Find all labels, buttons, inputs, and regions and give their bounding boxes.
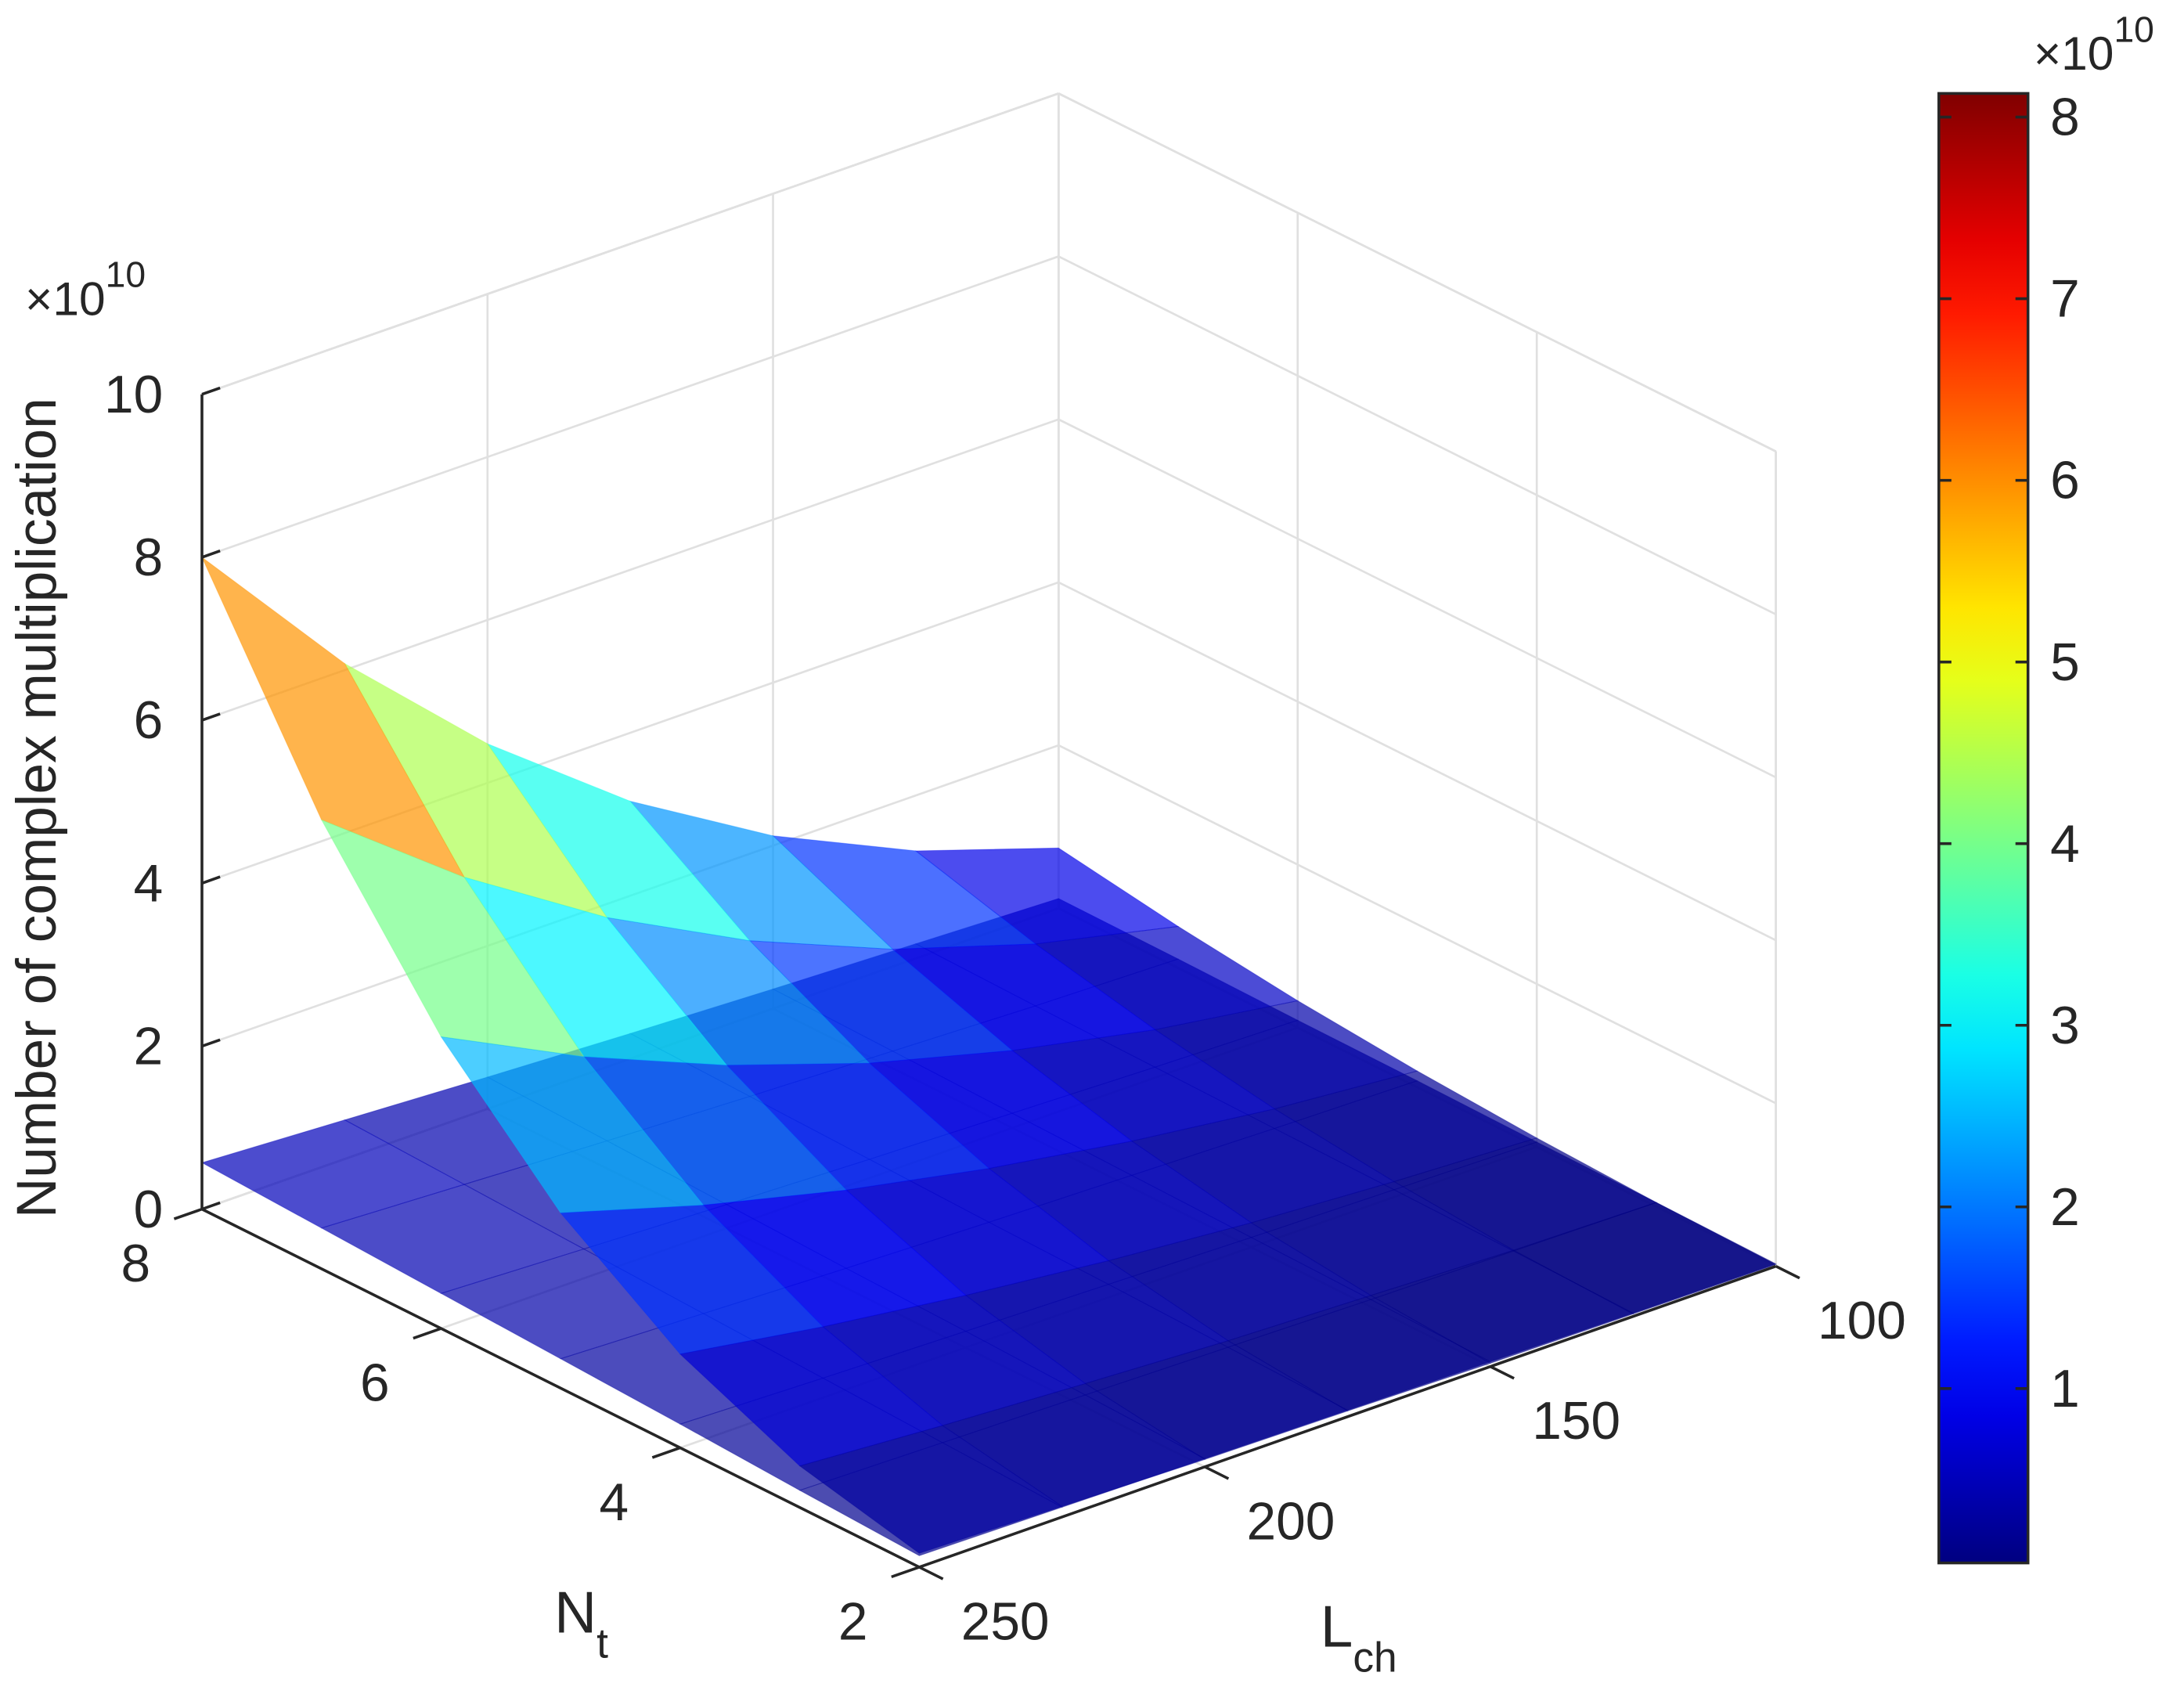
y-tick xyxy=(918,1566,944,1580)
x-tick-label: 4 xyxy=(599,1473,629,1532)
colorbar-tick-label: 6 xyxy=(2050,452,2080,510)
colorbar-tick-label: 5 xyxy=(2050,633,2080,692)
surface-plot xyxy=(200,557,1778,1556)
grid-line xyxy=(1058,92,1777,452)
surface-patch xyxy=(440,1036,705,1214)
colorbar-tick-label: 3 xyxy=(2050,997,2080,1055)
z-tick xyxy=(201,875,221,885)
x-tick xyxy=(173,1207,203,1220)
grid-line xyxy=(201,255,1059,559)
grid-line xyxy=(1058,255,1777,616)
grid-line xyxy=(201,92,1059,395)
colorbar-gradient xyxy=(1937,92,2030,1565)
y-tick-label: 100 xyxy=(1818,1292,1906,1350)
y-axis-label-sub: ch xyxy=(1353,1635,1397,1681)
z-tick xyxy=(201,1201,221,1211)
colorbar-tick-label: 2 xyxy=(2050,1178,2080,1237)
y-tick xyxy=(1204,1465,1230,1480)
x-axis-label-sub: t xyxy=(596,1621,608,1667)
z-axis-label: Number of complex multiplication xyxy=(6,398,68,1218)
y-axis-line xyxy=(918,1264,1777,1569)
z-exponent-power: 10 xyxy=(106,254,146,295)
grid-line xyxy=(1058,581,1777,942)
colorbar: 1 2 3 4 5 6 7 8 xyxy=(1937,88,2080,1565)
x-tick-label: 8 xyxy=(121,1234,151,1293)
y-tick xyxy=(1490,1365,1515,1380)
z-exponent: ×1010 xyxy=(25,254,146,326)
y-axis-label-main: L xyxy=(1321,1593,1353,1659)
colorbar-tick-label: 8 xyxy=(2050,88,2080,147)
colorbar-exponent-power: 10 xyxy=(2114,9,2153,50)
z-tick-label: 0 xyxy=(134,1180,164,1239)
surface-patch xyxy=(320,1184,586,1294)
grid-line xyxy=(1058,744,1777,1105)
x-tick xyxy=(891,1566,920,1579)
z-tick-label: 4 xyxy=(134,854,164,913)
colorbar-exponent: ×1010 xyxy=(2034,9,2154,81)
x-axis-label-main: N xyxy=(554,1580,596,1645)
x-tick xyxy=(413,1327,442,1340)
x-tick-label: 2 xyxy=(838,1592,868,1651)
x-axis-label: Nt xyxy=(554,1580,608,1667)
axes: 0 2 4 6 8 10 2 4 6 8 100 150 200 250 xyxy=(104,366,1906,1652)
colorbar-tick-label: 7 xyxy=(2050,270,2080,329)
x-axis-line xyxy=(201,1208,921,1569)
z-tick-label: 10 xyxy=(104,366,163,424)
y-tick xyxy=(1775,1264,1800,1280)
surface-patch xyxy=(679,1326,944,1467)
x-tick xyxy=(651,1446,681,1459)
z-exponent-base: ×10 xyxy=(25,272,106,325)
z-tick xyxy=(201,550,221,559)
y-tick-label: 150 xyxy=(1532,1392,1620,1451)
y-tick-label: 250 xyxy=(961,1592,1050,1651)
y-tick-label: 200 xyxy=(1247,1492,1335,1551)
z-tick xyxy=(201,1038,221,1048)
z-tick-label: 6 xyxy=(134,691,164,750)
surface-patch xyxy=(798,1425,1063,1554)
colorbar-tick-label: 4 xyxy=(2050,815,2080,874)
y-axis-label: Lch xyxy=(1321,1593,1397,1681)
z-tick xyxy=(201,386,221,396)
x-tick-label: 6 xyxy=(360,1354,390,1413)
z-tick-label: 2 xyxy=(134,1018,164,1076)
z-tick-label: 8 xyxy=(134,528,164,587)
z-tick xyxy=(201,712,221,722)
colorbar-exponent-base: ×10 xyxy=(2034,27,2114,80)
colorbar-tick-label: 1 xyxy=(2050,1360,2080,1418)
grid-line xyxy=(1058,418,1777,779)
